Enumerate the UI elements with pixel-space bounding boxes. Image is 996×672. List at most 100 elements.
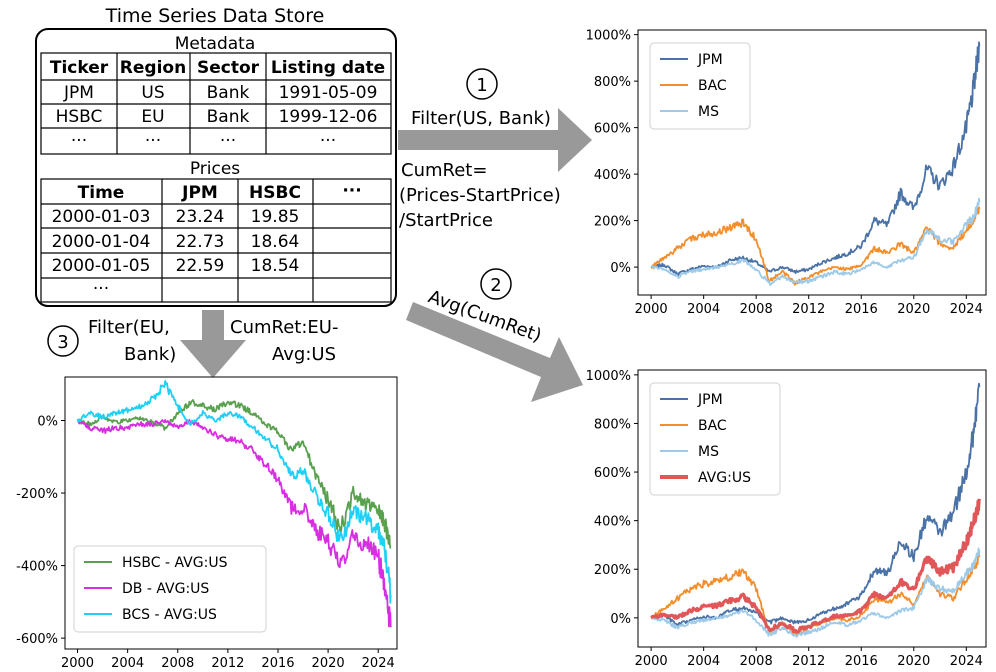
x-tick-label: 2016 [845, 654, 878, 668]
prices-cell: 23.24 [176, 207, 225, 227]
metadata-cell: JPM [63, 83, 94, 103]
metadata-row: HSBC EU Bank 1999-12-06 [56, 107, 378, 127]
metadata-title: Metadata [175, 34, 256, 54]
step3-badge [47, 325, 79, 357]
x-tick-label: 2000 [635, 302, 668, 317]
store-box [35, 28, 397, 307]
prices-cell: 2000-01-03 [52, 207, 151, 227]
legend-label: MS [698, 104, 719, 120]
metadata-cell: ··· [320, 131, 336, 151]
prices-header-row: Time JPM HSBC ··· [78, 181, 362, 203]
y-tick-label: 1000% [586, 29, 631, 44]
x-tick-label: 2004 [687, 654, 720, 668]
x-tick-label: 2012 [211, 656, 244, 668]
y-tick-label: 0% [37, 415, 58, 430]
x-tick-label: 2012 [792, 654, 825, 668]
x-tick-label: 2008 [740, 302, 773, 317]
x-tick-label: 2000 [61, 656, 94, 668]
y-tick-label: 400% [594, 515, 631, 530]
y-tick-label: 200% [594, 215, 631, 230]
legend [649, 382, 781, 496]
metadata-cell: 1999-12-06 [279, 107, 378, 127]
step3-label-line: Bank) [124, 344, 176, 365]
prices-header: HSBC [249, 183, 301, 203]
series-line-ms [650, 197, 981, 287]
series-line-hsbc-avg-us [77, 399, 392, 549]
metadata-header: Ticker [50, 58, 109, 78]
x-tick-label: 2024 [950, 302, 983, 317]
arrow-step3 [180, 310, 246, 378]
metadata-header: Region [120, 58, 186, 78]
arrow-step2 [406, 302, 583, 402]
legend [73, 545, 267, 633]
prices-cell: 2000-01-04 [52, 232, 151, 252]
y-tick-label: 200% [594, 563, 631, 578]
metadata-cell: Bank [207, 83, 250, 103]
series-line-ms [651, 547, 981, 638]
prices-row: ··· [93, 279, 109, 299]
x-tick-label: 2008 [740, 654, 773, 668]
series-line-jpm [650, 41, 981, 277]
prices-cell: 22.59 [176, 256, 225, 276]
legend-label: DB - AVG:US [122, 581, 209, 597]
legend-label: JPM [697, 52, 723, 68]
x-tick-label: 2012 [792, 302, 825, 317]
series-line-db-avg-us [77, 418, 392, 628]
metadata-cell: ··· [71, 131, 87, 151]
x-tick-label: 2024 [362, 656, 395, 668]
step3-number: 3 [57, 332, 68, 353]
metadata-cell: EU [141, 107, 164, 127]
legend-label: BAC [698, 418, 727, 434]
step1-formula-line: CumRet= [401, 160, 487, 181]
prices-header: Time [78, 183, 125, 203]
step1-formula-line: /StartPrice [399, 210, 493, 231]
x-tick-label: 2000 [635, 654, 668, 668]
y-tick-label: 0% [610, 612, 631, 627]
x-tick-label: 2008 [161, 656, 194, 668]
series-line-avg-us [650, 498, 981, 634]
legend-label: BAC [698, 78, 727, 94]
y-tick-label: -400% [16, 560, 58, 575]
y-tick-label: 400% [594, 168, 631, 183]
metadata-table [40, 52, 392, 155]
prices-title: Prices [190, 159, 240, 179]
x-tick-label: 2004 [687, 302, 720, 317]
x-tick-label: 2004 [111, 656, 144, 668]
step1-badge [466, 68, 498, 100]
metadata-header-row: Ticker Region Sector Listing date [50, 58, 385, 78]
step3-label-line: Filter(EU, [88, 317, 170, 338]
step1-formula-line: (Prices-StartPrice) [399, 185, 561, 206]
chart-us-avg-cumret: 2000 2004 2008 2012 2016 2020 2024 0% 200% 400% 60… [586, 369, 987, 669]
prices-cell: 18.54 [251, 256, 300, 276]
chart-eu-minus-avg: 2000 2004 2008 2012 2016 2020 2024 0% -200% -400%… [16, 376, 398, 671]
prices-cell: 19.85 [251, 207, 300, 227]
series-line-jpm [651, 382, 981, 626]
x-tick-label: 2016 [261, 656, 294, 668]
y-tick-label: 800% [594, 417, 631, 432]
legend-label: JPM [697, 392, 723, 408]
y-tick-label: -600% [16, 632, 58, 647]
step3-label2-line: CumRet:EU- [230, 317, 338, 338]
prices-row: 2000-01-03 23.24 19.85 [52, 207, 300, 227]
x-tick-label: 2024 [950, 654, 983, 668]
prices-header: ··· [342, 181, 361, 201]
metadata-cell: ··· [220, 131, 236, 151]
store-title: Time Series Data Store [105, 5, 325, 27]
prices-row: 2000-01-05 22.59 18.54 [52, 256, 300, 276]
legend-label: MS [698, 444, 719, 460]
step1-label: Filter(US, Bank) [411, 108, 551, 129]
metadata-header: Listing date [271, 58, 385, 78]
legend-label: HSBC - AVG:US [122, 555, 228, 571]
legend [649, 42, 751, 130]
step2-number: 2 [490, 275, 501, 296]
step2-badge [480, 268, 512, 300]
y-tick-label: 600% [594, 466, 631, 481]
metadata-row: JPM US Bank 1991-05-09 [63, 83, 377, 103]
x-tick-label: 2020 [897, 654, 930, 668]
step1-number: 1 [476, 75, 487, 96]
y-tick-label: 0% [610, 261, 631, 276]
x-tick-label: 2016 [845, 302, 878, 317]
legend-label: AVG:US [698, 470, 751, 486]
metadata-cell: HSBC [56, 107, 103, 127]
